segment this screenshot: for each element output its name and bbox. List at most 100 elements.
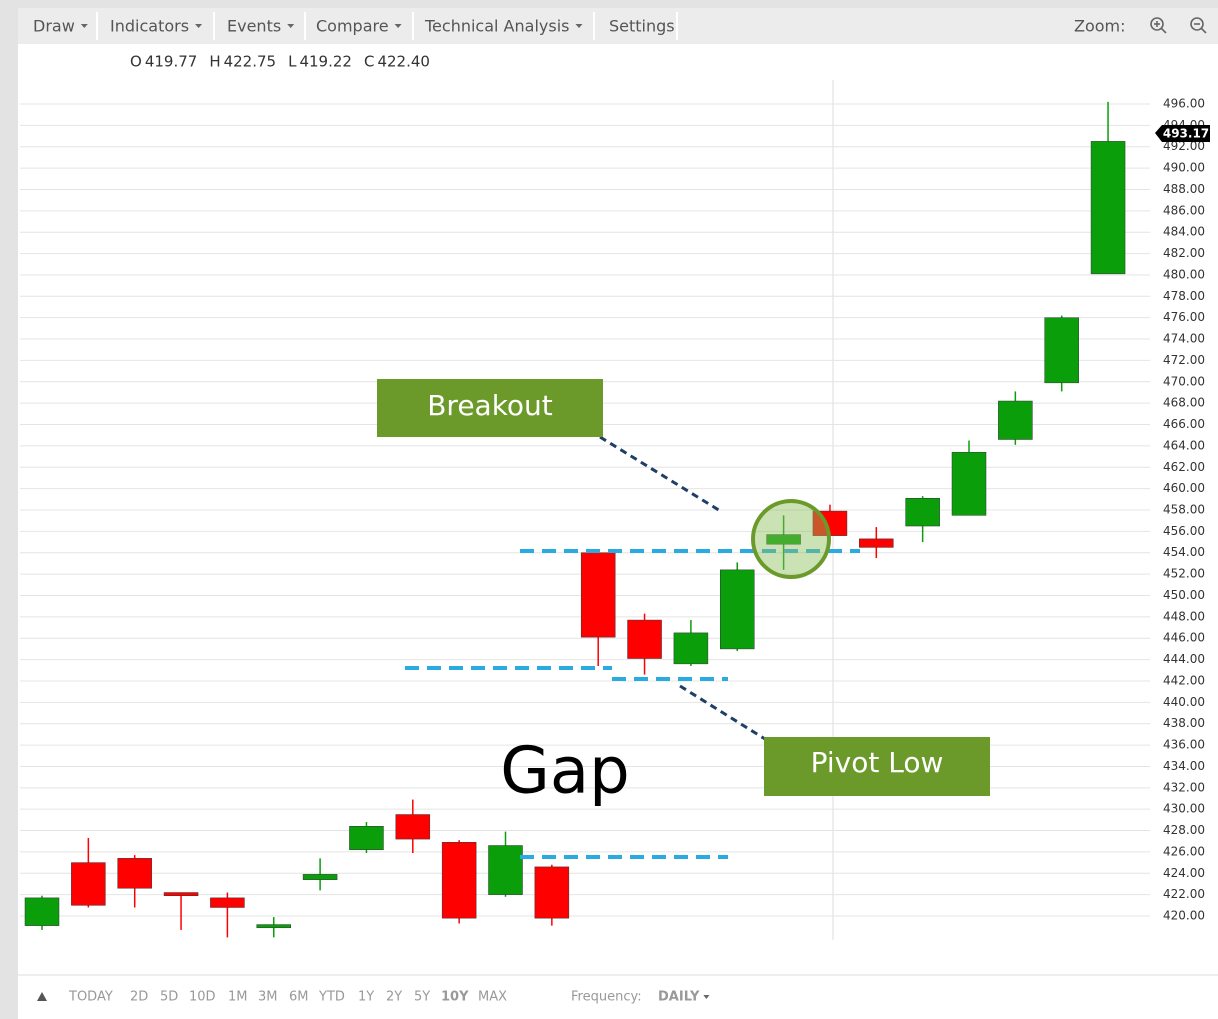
ohlc-header: O 419.77 H 422.75 L 419.22 C 422.40 <box>130 53 430 71</box>
ohlc-value: 419.22 <box>299 53 352 71</box>
y-tick-label: 476.00 <box>1163 310 1205 324</box>
candle-body <box>534 866 570 919</box>
candle-body <box>1044 317 1079 384</box>
candle-body <box>905 498 940 527</box>
range-option[interactable]: 5Y <box>414 990 430 1005</box>
y-tick-label: 424.00 <box>1163 866 1205 880</box>
dropdown-arrow <box>195 24 203 28</box>
y-tick-label: 440.00 <box>1163 695 1205 709</box>
range-option[interactable]: 1M <box>228 990 248 1005</box>
y-tick-label: 426.00 <box>1163 844 1205 858</box>
y-tick-label: 474.00 <box>1163 332 1205 346</box>
y-tick-label: 450.00 <box>1163 588 1205 602</box>
y-tick-label: 456.00 <box>1163 524 1205 538</box>
range-option[interactable]: 10D <box>189 990 216 1005</box>
candle-body <box>24 897 60 926</box>
y-tick-label: 458.00 <box>1163 503 1205 517</box>
zoom-label: Zoom: <box>1074 17 1126 36</box>
menu-item[interactable]: Events <box>227 17 281 36</box>
range-option[interactable]: YTD <box>318 990 345 1005</box>
candle-body <box>673 632 709 665</box>
y-tick-label: 486.00 <box>1163 203 1205 217</box>
y-tick-label: 480.00 <box>1163 267 1205 281</box>
candle-body <box>488 845 523 895</box>
candle-body <box>1090 141 1126 275</box>
y-tick-label: 460.00 <box>1163 481 1205 495</box>
y-tick-label: 454.00 <box>1163 545 1205 559</box>
candle-body <box>998 400 1033 440</box>
y-tick-label: 446.00 <box>1163 631 1205 645</box>
range-option[interactable]: 2D <box>130 990 148 1005</box>
y-tick-label: 422.00 <box>1163 887 1205 901</box>
candle-body <box>580 552 616 638</box>
breakout-highlight <box>751 499 831 579</box>
dropdown-arrow <box>394 24 402 28</box>
menu-item[interactable]: Draw <box>33 17 75 36</box>
candle-body <box>71 862 106 906</box>
range-option[interactable]: 3M <box>258 990 278 1005</box>
dropdown-arrow <box>703 995 710 999</box>
pivot-low-label: Pivot Low <box>811 746 944 779</box>
candle-body <box>766 534 801 545</box>
y-tick-label: 490.00 <box>1163 161 1205 175</box>
last-price: 493.17 <box>1163 127 1209 141</box>
y-tick-label: 430.00 <box>1163 802 1205 816</box>
menu-item[interactable]: Indicators <box>110 17 189 36</box>
y-tick-label: 436.00 <box>1163 738 1205 752</box>
y-tick-label: 442.00 <box>1163 673 1205 687</box>
range-option[interactable]: 5D <box>160 990 178 1005</box>
range-option[interactable]: 6M <box>289 990 309 1005</box>
menu-item[interactable]: Compare <box>316 17 389 36</box>
y-tick-label: 478.00 <box>1163 289 1205 303</box>
candle-body <box>627 619 662 659</box>
collapse-toggle[interactable] <box>37 992 47 1001</box>
ohlc-value: 422.75 <box>224 53 277 71</box>
candle-body <box>441 842 477 919</box>
candle-body <box>117 858 152 889</box>
candle-body <box>256 924 291 929</box>
y-tick-label: 434.00 <box>1163 759 1205 773</box>
y-tick-label: 464.00 <box>1163 438 1205 452</box>
level-lines <box>405 549 860 859</box>
y-tick-label: 428.00 <box>1163 823 1205 837</box>
candle-body <box>395 814 431 840</box>
callout-connectors <box>599 435 766 741</box>
frequency-label: Frequency: <box>571 990 642 1005</box>
zoom-out[interactable] <box>1190 17 1207 34</box>
dropdown-arrow <box>80 24 88 28</box>
ohlc-key: O <box>130 53 142 71</box>
candle-body <box>859 538 894 548</box>
y-tick-label: 484.00 <box>1163 225 1205 239</box>
range-option[interactable]: MAX <box>478 990 507 1005</box>
y-tick-label: 432.00 <box>1163 780 1205 794</box>
y-tick-label: 438.00 <box>1163 716 1205 730</box>
y-tick-label: 420.00 <box>1163 909 1205 923</box>
y-tick-label: 444.00 <box>1163 652 1205 666</box>
candle-body <box>163 892 199 896</box>
range-option[interactable]: 10Y <box>441 990 469 1005</box>
range-option[interactable]: 2Y <box>386 990 402 1005</box>
menu-item[interactable]: Technical Analysis <box>424 17 569 36</box>
candle-body <box>951 452 987 516</box>
range-option[interactable]: 1Y <box>358 990 374 1005</box>
zoom-in[interactable] <box>1150 17 1167 34</box>
gap-label: Gap <box>500 735 629 809</box>
toolbar-items: Zoom: Draw Indicators Events Compare Technic… <box>33 12 1207 40</box>
y-tick-label: 496.00 <box>1163 96 1205 110</box>
ohlc-key: L <box>288 53 297 71</box>
panel <box>18 8 1218 1019</box>
candle-body <box>210 897 245 908</box>
breakout-label: Breakout <box>427 389 553 422</box>
ohlc-key: C <box>364 53 374 71</box>
y-tick-label: 468.00 <box>1163 396 1205 410</box>
y-tick-label: 448.00 <box>1163 609 1205 623</box>
y-tick-label: 462.00 <box>1163 460 1205 474</box>
y-tick-label: 452.00 <box>1163 567 1205 581</box>
ohlc-value: 422.40 <box>377 53 430 71</box>
range-option[interactable]: TODAY <box>68 990 113 1005</box>
last-price-tag <box>1155 125 1210 142</box>
frequency-value[interactable]: DAILY <box>658 990 700 1005</box>
candle-body <box>720 569 755 650</box>
menu-item[interactable]: Settings <box>609 17 675 36</box>
